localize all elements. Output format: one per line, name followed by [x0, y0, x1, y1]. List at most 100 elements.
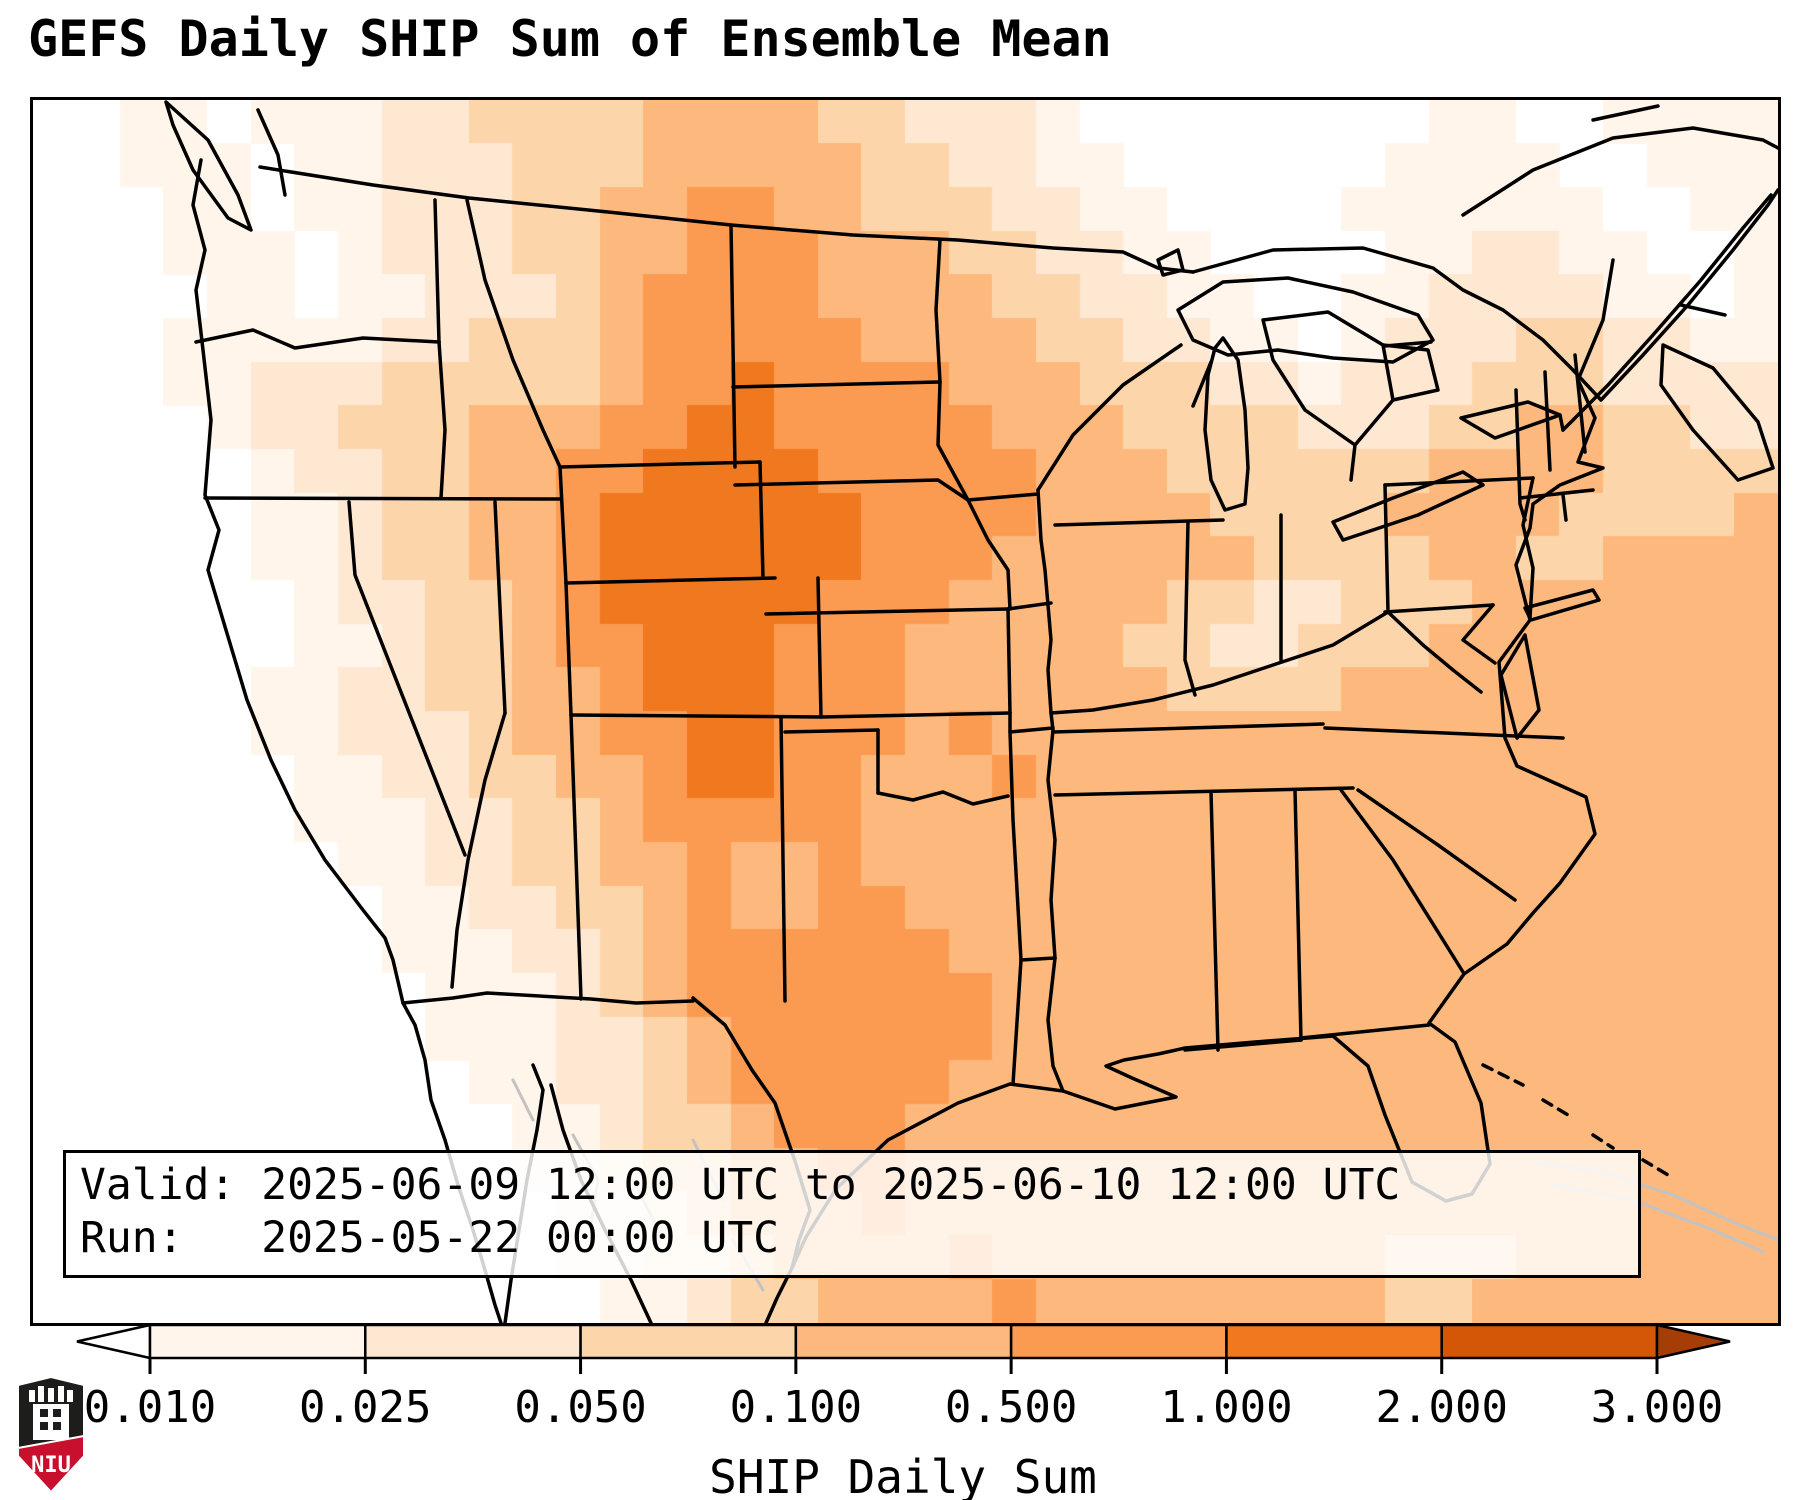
- colorbar-segment: [1225, 1323, 1443, 1360]
- boundary-line: [729, 223, 737, 469]
- valid-run-info-box: Valid: 2025-06-09 12:00 UTC to 2025-06-1…: [63, 1150, 1641, 1278]
- boundary-line: [1679, 303, 1727, 317]
- boundary-line: [783, 728, 880, 734]
- boundary-line: [1176, 276, 1435, 364]
- boundary-line: [1209, 790, 1220, 1052]
- niu-castle-icon: [29, 1386, 73, 1440]
- boundary-line: [876, 790, 1010, 806]
- boundary-line: [1051, 722, 1325, 734]
- boundary-line: [1323, 726, 1565, 740]
- colorbar: [0, 1322, 1803, 1382]
- boundary-line: [1514, 388, 1527, 522]
- boundary-line: [1008, 726, 1055, 734]
- boundary-line: [1383, 340, 1433, 348]
- colorbar-tick-label: 0.025: [299, 1382, 432, 1433]
- colorbar-segment: [1440, 1323, 1659, 1360]
- boundary-line: [1036, 343, 1183, 492]
- boundary-line: [164, 100, 253, 232]
- boundary-line: [1053, 786, 1355, 797]
- boundary-line: [1499, 633, 1541, 740]
- niu-logo-text: NIU: [31, 1453, 71, 1478]
- boundary-line: [1561, 493, 1568, 522]
- boundary-line: [1591, 104, 1660, 122]
- boundary-line: [347, 500, 467, 857]
- boundary-line: [465, 198, 562, 469]
- boundary-line: [564, 576, 777, 585]
- boundary-line: [1659, 343, 1775, 482]
- boundary-line: [966, 498, 1012, 611]
- boundary-line: [1293, 788, 1303, 1042]
- colorbar-tick-label: 0.050: [514, 1382, 647, 1433]
- boundary-line: [1183, 1038, 1303, 1052]
- island-coastline: [1591, 1133, 1615, 1150]
- boundary-line: [564, 581, 573, 717]
- boundary-line: [569, 713, 583, 1001]
- boundary-line: [1561, 193, 1773, 432]
- boundary-line: [401, 991, 695, 1005]
- boundary-line: [1573, 353, 1587, 454]
- colorbar-segment: [76, 1323, 152, 1360]
- valid-time-text: Valid: 2025-06-09 12:00 UTC to 2025-06-1…: [80, 1160, 1401, 1210]
- boundary-line: [1356, 788, 1517, 902]
- secondary-boundary-line: [511, 1078, 535, 1122]
- boundary-line: [1558, 413, 1565, 432]
- colorbar-axis-label: SHIP Daily Sum: [709, 1450, 1097, 1500]
- boundary-line: [1521, 476, 1535, 620]
- boundary-line: [194, 328, 441, 350]
- boundary-line: [966, 492, 1040, 502]
- boundary-line: [1053, 518, 1225, 527]
- colorbar-tick-label: 1.000: [1160, 1382, 1293, 1433]
- colorbar-segment: [794, 1323, 1013, 1360]
- boundary-line: [1461, 603, 1497, 665]
- boundary-line: [1299, 1023, 1431, 1040]
- colorbar-tick-label: 0.010: [83, 1382, 217, 1433]
- boundary-line: [1349, 443, 1357, 482]
- boundary-line: [758, 460, 765, 580]
- colorbar-segment: [579, 1323, 798, 1360]
- boundary-line: [1331, 470, 1485, 542]
- boundary-line: [1261, 310, 1395, 447]
- boundary-line: [1191, 188, 1778, 402]
- boundary-line: [779, 715, 787, 1003]
- boundary-line: [1049, 610, 1390, 715]
- boundary-line: [1183, 520, 1197, 697]
- boundary-line: [1006, 601, 1053, 611]
- map-panel: Valid: 2025-06-09 12:00 UTC to 2025-06-1…: [30, 97, 1781, 1326]
- colorbar-segment: [148, 1323, 367, 1360]
- niu-red-band: [17, 1434, 85, 1494]
- boundary-line: [437, 340, 447, 500]
- boundary-line: [816, 576, 823, 719]
- boundary-line: [433, 198, 441, 344]
- boundary-line: [569, 713, 823, 719]
- boundary-line: [1019, 956, 1057, 962]
- colorbar-tick-label: 3.000: [1590, 1382, 1724, 1433]
- boundary-line: [1386, 610, 1483, 694]
- boundary-line: [936, 380, 970, 502]
- boundary-line: [1339, 788, 1465, 974]
- colorbar-tick-label: 2.000: [1375, 1382, 1508, 1433]
- boundary-line: [1006, 607, 1012, 715]
- boundary-line: [1518, 488, 1595, 500]
- colorbar-segment: [364, 1323, 582, 1360]
- colorbar-segment: [1009, 1323, 1228, 1360]
- boundary-line: [1036, 488, 1065, 1093]
- boundary-line: [1383, 483, 1390, 614]
- boundary-line: [450, 711, 507, 989]
- colorbar-gradient-bar: [76, 1323, 1731, 1374]
- boundary-line: [258, 165, 1195, 274]
- boundary-line: [493, 500, 507, 715]
- island-coastline: [1541, 1098, 1575, 1120]
- boundary-line: [558, 460, 762, 469]
- boundary-line: [1543, 370, 1552, 472]
- island-coastline: [1641, 1158, 1675, 1180]
- niu-logo: NIU: [17, 1376, 85, 1494]
- boundary-line: [256, 108, 287, 197]
- boundary-line: [764, 607, 1010, 616]
- colorbar-tick-label: 0.100: [729, 1382, 863, 1433]
- boundary-line: [819, 711, 1012, 719]
- island-coastline: [1481, 1063, 1525, 1087]
- colorbar-segment: [1655, 1323, 1731, 1360]
- boundary-line: [731, 380, 942, 389]
- boundary-line: [203, 496, 562, 501]
